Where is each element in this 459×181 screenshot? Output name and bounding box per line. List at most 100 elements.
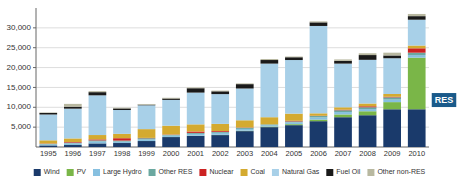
bar-segment (334, 117, 352, 147)
bar-segment (138, 103, 156, 105)
bar-segment (334, 107, 352, 109)
bar-segment (187, 132, 205, 133)
bar-segment (138, 139, 156, 141)
bars (39, 14, 425, 147)
bar-segment (39, 112, 57, 113)
axes: 5,00010,00015,00020,00025,00030,00019951… (7, 8, 429, 158)
bar-segment (211, 124, 229, 131)
bar-segment (162, 126, 180, 135)
x-tick-label: 2002 (212, 149, 229, 158)
bar-segment (211, 131, 229, 133)
bar-segment (310, 121, 328, 147)
legend-label: Large Hydro (103, 168, 142, 176)
bar-segment (236, 83, 254, 85)
bar-segment (359, 107, 377, 109)
bar-segment (261, 126, 279, 128)
bar-segment (408, 20, 426, 46)
x-tick-label: 2005 (286, 149, 303, 158)
bar-segment (383, 55, 401, 58)
y-tick-label: 5,000 (11, 122, 32, 131)
legend-item: Large Hydro (93, 168, 142, 176)
bar-segment (138, 138, 156, 139)
bar-segment (408, 53, 426, 55)
bar-segment (187, 88, 205, 92)
bar-segment (113, 107, 131, 109)
bar-segment (113, 142, 131, 143)
bar-segment (236, 84, 254, 88)
bar-segment (113, 110, 131, 134)
x-tick-label: 1998 (114, 149, 131, 158)
legend-item: Nuclear (199, 168, 234, 176)
annotation-text: RES (435, 95, 454, 105)
bar-segment (261, 64, 279, 118)
legend-label: Other non-RES (377, 168, 425, 175)
bar-segment (187, 134, 205, 136)
legend: WindPVLarge HydroOther RESNuclearCoalNat… (34, 168, 426, 176)
bar-segment (334, 114, 352, 117)
x-tick-label: 2010 (408, 149, 425, 158)
bar-segment (285, 125, 303, 147)
bar-segment (39, 114, 57, 140)
bar-segment (285, 114, 303, 121)
y-tick-label: 30,000 (7, 23, 32, 32)
bar-segment (64, 107, 82, 109)
bar-segment (408, 16, 426, 20)
x-tick-label: 2006 (310, 149, 327, 158)
bar-segment (359, 104, 377, 107)
x-tick-label: 2007 (335, 149, 352, 158)
bar-segment (39, 144, 57, 146)
bar-segment (187, 132, 205, 134)
bar-segment (64, 138, 82, 142)
bar-segment (64, 142, 82, 144)
x-tick-label: 1996 (65, 149, 82, 158)
bar-segment (187, 93, 205, 125)
chart: 5,00010,00015,00020,00025,00030,00019951… (0, 0, 459, 181)
legend-swatch (34, 169, 41, 176)
bar-segment (113, 138, 131, 140)
bar-segment (310, 117, 328, 119)
legend-item: Other RES (149, 168, 193, 176)
x-tick-label: 2000 (163, 149, 180, 158)
legend-item: Wind (34, 168, 60, 176)
legend-item: Other non-RES (367, 168, 425, 176)
bar-segment (89, 141, 107, 143)
legend-label: Natural Gas (282, 168, 320, 175)
bar-segment (261, 125, 279, 126)
bar-segment (64, 143, 82, 145)
bar-segment (310, 26, 328, 113)
bar-segment (383, 97, 401, 99)
bar-segment (383, 94, 401, 97)
bar-segment (39, 143, 57, 145)
bar-segment (408, 14, 426, 16)
bar-segment (64, 145, 82, 147)
bar-segment (408, 109, 426, 147)
annotation-box (432, 93, 457, 107)
x-tick-label: 1995 (40, 149, 57, 158)
bar-segment (383, 58, 401, 94)
bar-segment (261, 59, 279, 61)
legend-swatch (199, 169, 206, 176)
bar-segment (408, 46, 426, 49)
legend-label: Nuclear (209, 168, 234, 175)
legend-label: Fuel Oil (336, 168, 361, 175)
bar-segment (334, 61, 352, 64)
annotation: RES (432, 93, 457, 107)
x-tick-label: 2004 (261, 149, 278, 158)
legend-label: Other RES (159, 168, 193, 175)
bar-segment (211, 90, 229, 92)
bar-segment (211, 135, 229, 147)
bar-segment (162, 100, 180, 126)
bar-segment (285, 57, 303, 60)
bar-segment (236, 128, 254, 129)
bar-segment (211, 91, 229, 94)
bar-segment (359, 109, 377, 111)
legend-swatch (93, 169, 100, 176)
bar-segment (89, 92, 107, 95)
bar-segment (89, 95, 107, 135)
bar-segment (89, 135, 107, 139)
bar-segment (383, 102, 401, 109)
legend-item: Fuel Oil (326, 168, 361, 176)
bar-segment (64, 104, 82, 107)
bar-segment (408, 48, 426, 52)
bar-segment (162, 136, 180, 137)
